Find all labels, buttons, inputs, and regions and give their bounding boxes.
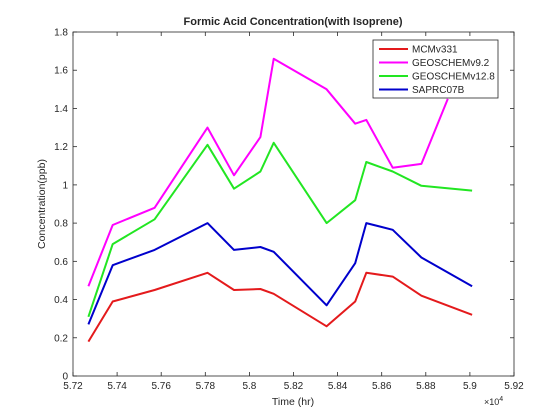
legend-label: MCMv331 bbox=[412, 45, 458, 56]
x-axis-label: Time (hr) bbox=[272, 396, 314, 408]
x-exponent-label: ×104 bbox=[484, 396, 503, 407]
y-tick-label: 0.8 bbox=[54, 219, 68, 230]
x-exponent-base: ×10 bbox=[484, 397, 499, 407]
x-tick-label: 5.92 bbox=[504, 381, 524, 392]
y-tick-label: 0.4 bbox=[54, 295, 68, 306]
x-tick-label: 5.88 bbox=[416, 381, 436, 392]
chart-title: Formic Acid Concentration(with Isoprene) bbox=[184, 16, 403, 28]
x-exponent-power: 4 bbox=[499, 396, 503, 403]
x-tick-label: 5.76 bbox=[151, 381, 171, 392]
x-tick-label: 5.72 bbox=[63, 381, 83, 392]
y-tick-label: 1.8 bbox=[54, 28, 68, 39]
y-tick-label: 1.2 bbox=[54, 142, 68, 153]
y-tick-label: 0.6 bbox=[54, 257, 68, 268]
y-tick-label: 1.4 bbox=[54, 104, 68, 115]
legend: MCMv331 GEOSCHEMv9.2 GEOSCHEMv12.8 SAPRC07B bbox=[373, 40, 498, 98]
x-tick-label: 5.74 bbox=[107, 381, 127, 392]
x-tick-label: 5.8 bbox=[242, 381, 256, 392]
legend-label: GEOSCHEMv9.2 bbox=[412, 58, 490, 69]
y-tick-label: 0.2 bbox=[54, 333, 68, 344]
legend-label: GEOSCHEMv12.8 bbox=[412, 72, 495, 83]
x-tick-label: 5.82 bbox=[284, 381, 304, 392]
y-tick-label: 1.6 bbox=[54, 66, 68, 77]
y-tick-label: 1 bbox=[62, 180, 68, 191]
x-tick-label: 5.84 bbox=[328, 381, 348, 392]
x-tick-label: 5.86 bbox=[372, 381, 392, 392]
x-tick-label: 5.78 bbox=[196, 381, 216, 392]
y-tick-label: 0 bbox=[62, 372, 68, 383]
y-axis-label: Concentration(ppb) bbox=[36, 159, 48, 249]
x-tick-label: 5.9 bbox=[463, 381, 477, 392]
legend-label: SAPRC07B bbox=[412, 85, 465, 96]
